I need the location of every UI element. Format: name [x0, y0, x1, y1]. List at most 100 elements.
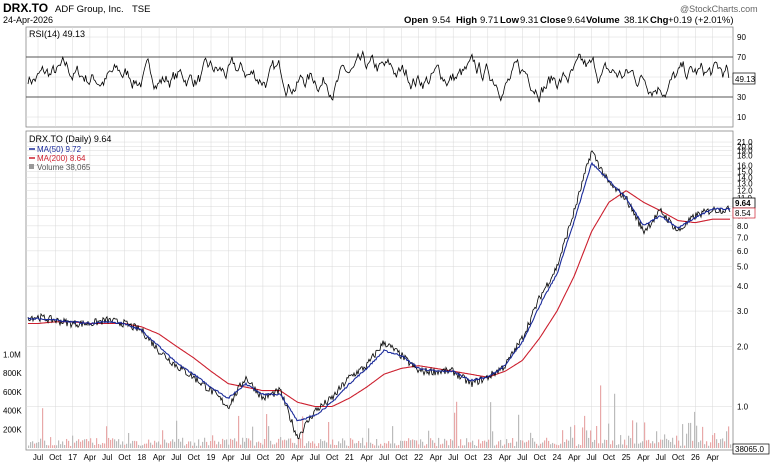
volume-bar: [460, 439, 462, 448]
volume-bar: [352, 439, 354, 448]
volume-bar: [104, 443, 106, 448]
volume-bar: [500, 439, 502, 448]
volume-bar: [702, 426, 704, 448]
volume-bar: [686, 433, 688, 448]
volume-bar: [660, 439, 662, 448]
volume-bar: [272, 444, 274, 448]
volume-bar: [564, 441, 566, 448]
x-tick-label: 22: [414, 453, 423, 462]
volume-bar: [36, 442, 38, 448]
volume-bar: [204, 437, 206, 448]
x-tick-label: 17: [68, 453, 77, 462]
volume-bar: [164, 439, 166, 448]
volume-bar: [328, 422, 330, 448]
open-value: 9.54: [432, 15, 451, 26]
volume-bar: [118, 439, 120, 448]
volume-bar: [554, 443, 556, 448]
volume-bar: [486, 441, 488, 448]
volume-bar: [692, 440, 694, 448]
volume-tick-label: 600K: [3, 388, 22, 397]
volume-bar: [506, 439, 508, 448]
volume-bar: [638, 443, 640, 448]
volume-bar: [518, 414, 520, 448]
volume-bar: [400, 440, 402, 448]
volume-bar: [284, 439, 286, 448]
volume-bar: [544, 440, 546, 448]
x-tick-label: Oct: [257, 453, 270, 462]
volume-bar: [476, 445, 478, 448]
x-tick-label: 19: [207, 453, 216, 462]
volume-bar: [504, 444, 506, 448]
volume-bar: [520, 440, 522, 448]
volume-bar: [216, 444, 218, 448]
volume-bar: [450, 439, 452, 448]
volume-bar: [270, 440, 272, 448]
watermark: @StockCharts.com: [680, 4, 758, 14]
volume-bar: [206, 441, 208, 448]
volume-bar: [658, 442, 660, 448]
volume-tag-value: 38065.0: [735, 445, 764, 454]
volume-bar: [720, 439, 722, 448]
volume-bar: [240, 444, 242, 448]
volume-bar: [122, 441, 124, 448]
volume-bar: [484, 440, 486, 448]
volume-bar: [456, 401, 458, 448]
volume-bar: [262, 444, 264, 448]
price-tick-label: 6.0: [737, 247, 749, 256]
volume-bar: [292, 442, 294, 448]
volume-bar: [548, 440, 550, 448]
volume-bar: [180, 441, 182, 448]
volume-bar: [280, 437, 282, 448]
volume-bar: [306, 443, 308, 448]
volume-bar: [316, 446, 318, 448]
volume-bar: [130, 443, 132, 448]
volume-bar: [712, 435, 714, 448]
volume-bar: [46, 445, 48, 448]
volume-bar: [312, 441, 314, 448]
exchange: TSE: [132, 4, 150, 15]
volume-bar: [674, 444, 676, 448]
volume-bar: [40, 438, 42, 448]
volume-bar: [200, 445, 202, 448]
volume-bar: [184, 445, 186, 448]
volume-bar: [248, 438, 250, 448]
volume-bar: [592, 442, 594, 448]
ma50-legend: MA(50) 9.72: [37, 145, 82, 154]
volume-tick-label: 400K: [3, 407, 22, 416]
x-tick-label: Apr: [222, 453, 235, 462]
volume-bar: [492, 431, 494, 448]
price-frame: [25, 130, 734, 451]
volume-bar: [364, 445, 366, 448]
volume-bar: [274, 444, 276, 448]
volume-bar: [260, 442, 262, 448]
volume-bar: [468, 442, 470, 448]
volume-bar: [82, 440, 84, 448]
close-label: Close: [540, 15, 566, 26]
volume-bar: [308, 441, 310, 448]
volume-bar: [252, 426, 254, 448]
x-tick-label: 18: [137, 453, 146, 462]
volume-bar: [276, 442, 278, 448]
volume-bar: [428, 430, 430, 448]
low-label: Low: [500, 15, 520, 26]
volume-bar: [192, 445, 194, 448]
volume-tick-label: 200K: [3, 425, 22, 434]
volume-bar: [426, 444, 428, 448]
last-price-value: 9.64: [735, 199, 751, 208]
x-tick-label: Apr: [84, 453, 97, 462]
volume-bar: [416, 440, 418, 448]
volume-bar: [48, 445, 50, 448]
volume-bar: [624, 439, 626, 448]
volume-bar: [196, 445, 198, 448]
volume-bar: [208, 445, 210, 448]
volume-bar: [538, 445, 540, 448]
volume-bar: [612, 440, 614, 448]
volume-bar: [446, 440, 448, 448]
volume-bar: [30, 442, 32, 448]
volume-bar: [710, 442, 712, 448]
volume-bar: [106, 426, 108, 448]
volume-bar: [614, 393, 616, 448]
x-axis: Jul Oct 17 Apr Jul Oct 18 Apr Jul Oct 19 Apr Jul Oct 2…: [33, 453, 719, 462]
high-value: 9.71: [480, 15, 499, 26]
volume-bar: [664, 434, 666, 448]
